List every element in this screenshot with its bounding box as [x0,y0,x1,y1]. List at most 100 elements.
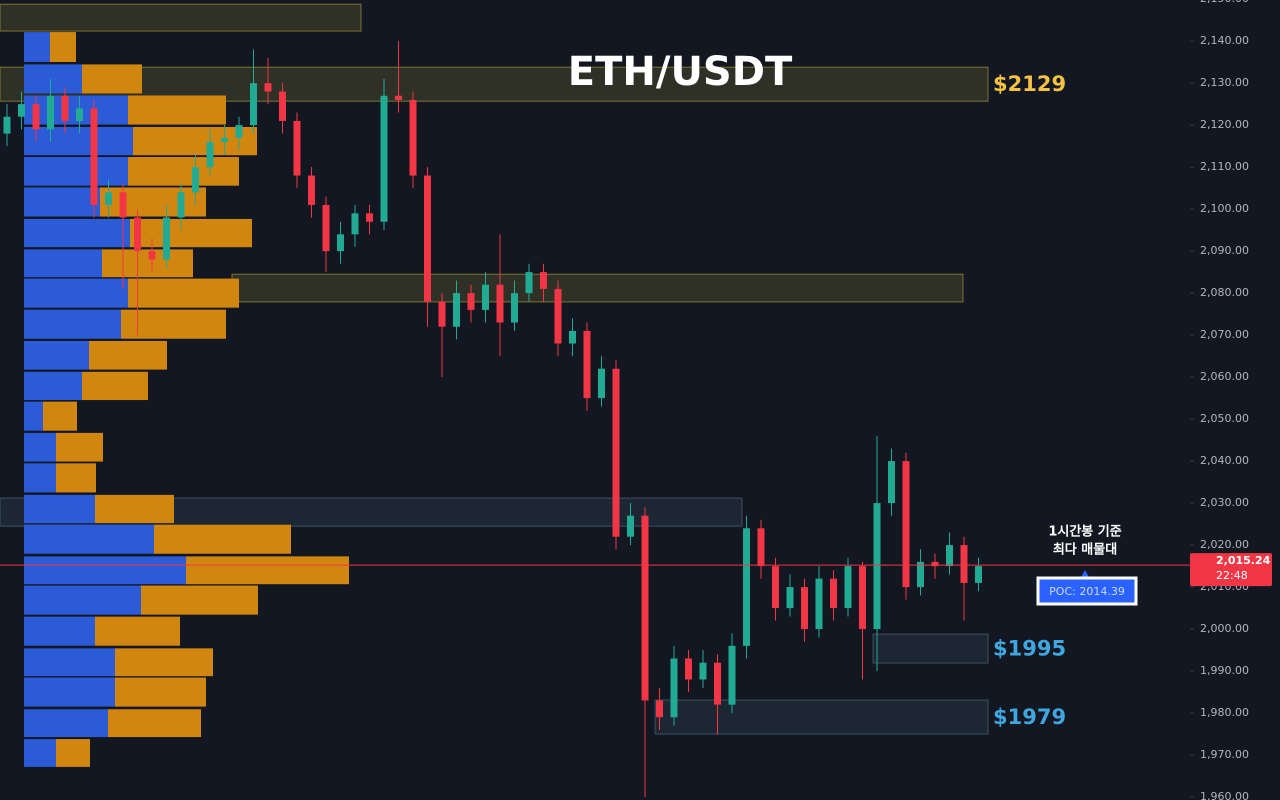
profile-buy [24,494,95,524]
zones: $2129 $1995 $1979 [0,3,1066,735]
profile-sell [186,556,349,585]
poc-box [1036,576,1138,606]
candle-body [612,368,620,537]
candle-body [757,528,765,567]
candle-body [844,566,852,609]
profile-buy [24,340,89,370]
candle-body [380,95,388,222]
y-tick-label: 2,090.00 [1200,244,1249,257]
candle-body [525,272,533,294]
candle-body [641,515,649,701]
candle-body [351,213,359,235]
y-tick-label: 2,110.00 [1200,160,1249,173]
profile-sell [43,401,77,431]
candle-body [366,213,373,222]
candle-body [946,545,953,567]
profile-buy [24,709,108,738]
profile-buy [24,32,50,62]
profile-sell [128,278,239,308]
candle-body [902,461,910,588]
profile-buy [24,309,121,339]
profile-sell [121,309,226,339]
y-tick-label: 1,960.00 [1200,790,1249,800]
candle-body [859,566,866,630]
candle-body [728,645,736,705]
price-tag-label: 2,015.24 [1216,554,1271,567]
candle-body [293,120,301,176]
profile-buy [24,157,128,186]
y-tick-label: 2,030.00 [1200,496,1249,509]
zone-label: $1979 [993,705,1066,729]
y-tick-label: 2,060.00 [1200,370,1249,383]
profile-sell [89,340,167,370]
profile-sell [141,585,258,615]
profile-buy [24,648,115,677]
candle-body [308,175,315,205]
candle-body [61,95,69,121]
candle-body [801,587,808,630]
price-tag [1190,553,1272,587]
candle-body [467,293,475,310]
candle-body [554,288,562,344]
profile-sell [154,524,291,554]
y-tick-label: 2,000.00 [1200,622,1249,635]
profile-sell [56,739,90,767]
profile-buy [24,401,43,431]
profile-sell [130,218,252,248]
candle-body [32,104,40,130]
candle-body [685,658,692,680]
profile-sell [95,616,180,646]
profile-sell [108,709,201,738]
candle-body [409,99,417,176]
candle-body [583,330,591,399]
profile-buy [24,218,130,248]
profile-buy [24,463,56,493]
y-tick-label: 1,990.00 [1200,664,1249,677]
profile-buy [24,249,102,278]
profile-buy [24,64,82,94]
candle-body [395,95,402,100]
profile-sell [128,95,226,125]
candle-body [134,217,141,252]
candle-body [511,293,518,323]
candle-body [148,251,156,260]
candle-body [931,561,939,567]
poc-label: POC: 2014.39 [1049,585,1125,598]
poc-pointer [1081,570,1089,577]
zone [0,3,362,32]
y-tick-label: 1,980.00 [1200,706,1249,719]
candle-body [322,204,330,252]
profile-sell [115,648,213,677]
candle-body [206,141,214,168]
candle-body [221,137,228,142]
profile-sell [56,432,103,462]
candle-body [3,116,11,134]
candle-body [105,192,112,205]
candle-body [453,293,460,327]
zone [654,699,989,735]
profile-sell [95,494,174,524]
candle-body [830,578,837,609]
profile-sell [115,677,206,707]
price-axis: 2,150.00 2,140.00 2,130.00 2,120.00 2,110.00… [1190,0,1249,800]
candle-body [714,662,721,705]
profile-buy [24,187,100,217]
profile-sell [50,32,76,62]
candle-body [424,175,431,302]
y-tick-label: 2,070.00 [1200,328,1249,341]
candle-body [975,566,982,583]
candle-body [873,503,881,630]
profile-buy [24,677,115,707]
candle-body [264,83,272,92]
candle-body [917,561,924,588]
y-tick-label: 2,120.00 [1200,118,1249,131]
candle-body [627,515,634,537]
candle-body [699,662,707,680]
y-tick-label: 2,050.00 [1200,412,1249,425]
candle-body [598,368,605,399]
y-tick-label: 2,140.00 [1200,34,1249,47]
candle-body [960,545,968,583]
y-tick-label: 2,150.00 [1200,0,1249,5]
y-tick-label: 1,970.00 [1200,748,1249,761]
